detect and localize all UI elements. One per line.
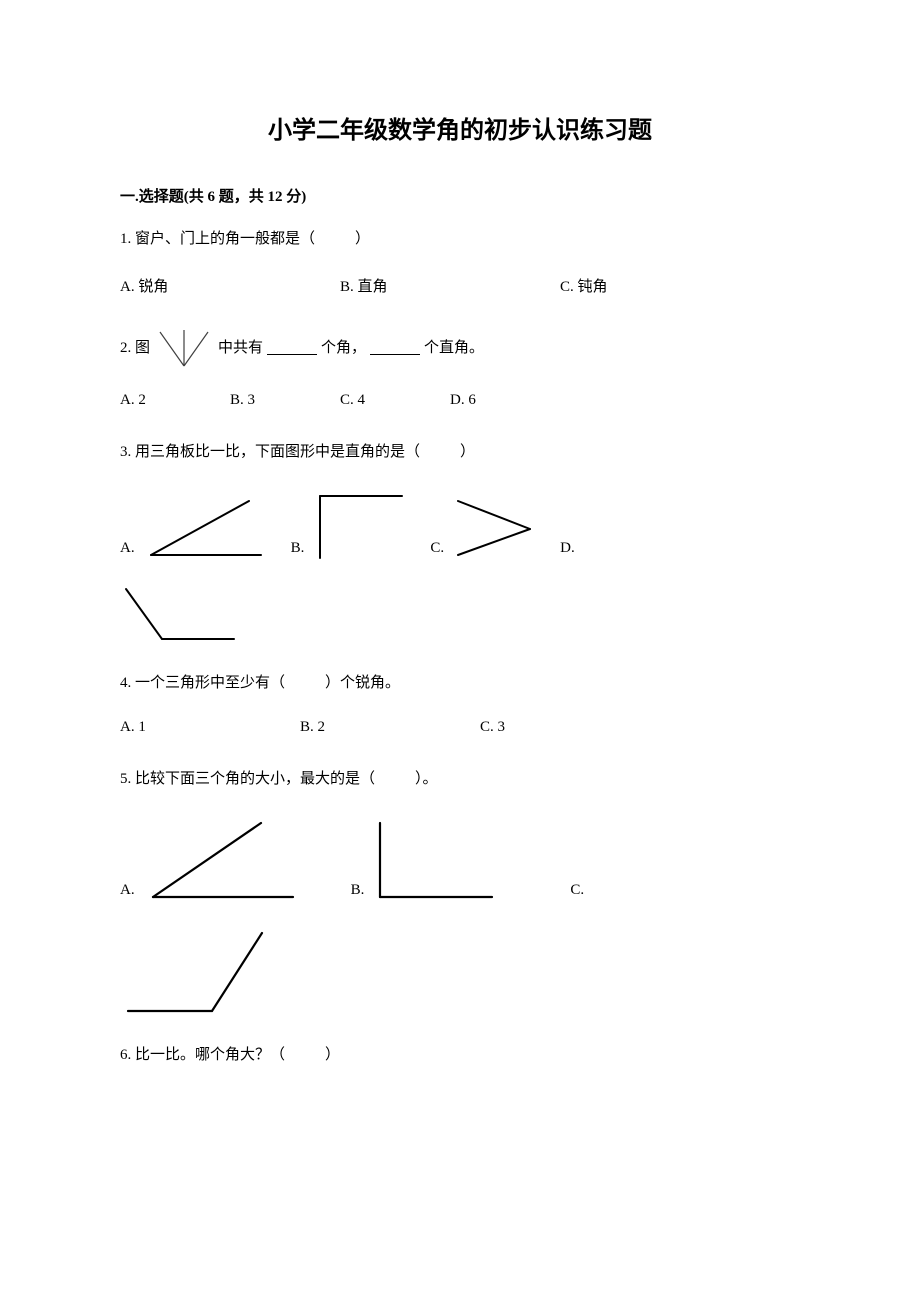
blank-fill [370,341,420,355]
blank-fill [267,341,317,355]
q3-label-a: A. [120,540,135,563]
q1-opt-a: A. 锐角 [120,275,340,296]
q5-label-a: A. [120,882,135,905]
q1-opt-c: C. 钝角 [560,275,780,296]
q5-label-b: B. [351,882,365,905]
right-angle-icon [310,488,410,563]
question-5: 5. 比较下面三个角的大小，最大的是（ ）。 [120,766,800,793]
q5-fig-a: A. [120,815,301,905]
obtuse-angle-large-icon [120,925,270,1020]
q4-opt-c: C. 3 [480,719,660,736]
q3-fig-d [120,583,800,648]
question-1: 1. 窗户、门上的角一般都是（ ） [120,226,800,253]
section-header: 一.选择题(共 6 题，共 12 分) [120,185,800,206]
q2-mid3: 个直角。 [424,335,484,362]
right-angle-large-icon [370,815,500,905]
q3-fig-b: B. [291,488,411,563]
q2-opt-b: B. 3 [230,392,340,409]
question-3: 3. 用三角板比一比，下面图形中是直角的是（ ） [120,439,800,466]
q1-text-end: ） [355,231,370,247]
q2-opt-c: C. 4 [340,392,450,409]
q5-fig-b: B. [351,815,501,905]
q5-figure-options: A. B. C. [120,815,800,905]
q2-mid1: 中共有 [218,335,263,362]
acute-angle-icon [141,493,271,563]
q4-options: A. 1 B. 2 C. 3 [120,719,800,736]
q5-text-end: ）。 [415,771,438,787]
q6-text: 6. 比一比。哪个角大？（ [120,1047,285,1063]
q1-opt-b: B. 直角 [340,275,560,296]
q3-label-d: D. [560,540,575,563]
obtuse-angle-icon [120,583,240,648]
acute-angle-large-icon [141,815,301,905]
q3-text-end: ） [460,444,475,460]
q2-options: A. 2 B. 3 C. 4 D. 6 [120,392,800,409]
q4-opt-b: B. 2 [300,719,480,736]
page-title: 小学二年级数学角的初步认识练习题 [120,110,800,145]
q3-figure-options: A. B. C. D. [120,488,800,563]
q2-opt-d: D. 6 [450,392,560,409]
q2-prefix: 2. 图 [120,335,150,362]
q3-fig-a: A. [120,493,271,563]
q3-fig-c: C. [430,493,540,563]
q1-options: A. 锐角 B. 直角 C. 钝角 [120,275,800,296]
q5-fig-c-label: C. [570,882,590,905]
q3-text: 3. 用三角板比一比，下面图形中是直角的是（ [120,444,420,460]
q2-mid2: 个角， [321,335,366,362]
q3-label-c: C. [430,540,444,563]
question-4: 4. 一个三角形中至少有（ ）个锐角。 [120,670,800,697]
question-6: 6. 比一比。哪个角大？（ ） [120,1042,800,1069]
q6-text-end: ） [325,1047,340,1063]
q2-angle-figure [154,326,214,370]
q5-fig-c [120,925,800,1020]
acute-angle-right-icon [450,493,540,563]
q4-opt-a: A. 1 [120,719,300,736]
q2-opt-a: A. 2 [120,392,230,409]
question-2: 2. 图 中共有 个角， 个直角。 [120,326,800,370]
q5-text: 5. 比较下面三个角的大小，最大的是（ [120,771,375,787]
q4-text-end: ）个锐角。 [325,675,400,691]
q5-label-c: C. [570,882,584,905]
q1-text: 1. 窗户、门上的角一般都是（ [120,231,315,247]
q3-fig-d-label: D. [560,540,581,563]
q3-label-b: B. [291,540,305,563]
q4-text: 4. 一个三角形中至少有（ [120,675,285,691]
